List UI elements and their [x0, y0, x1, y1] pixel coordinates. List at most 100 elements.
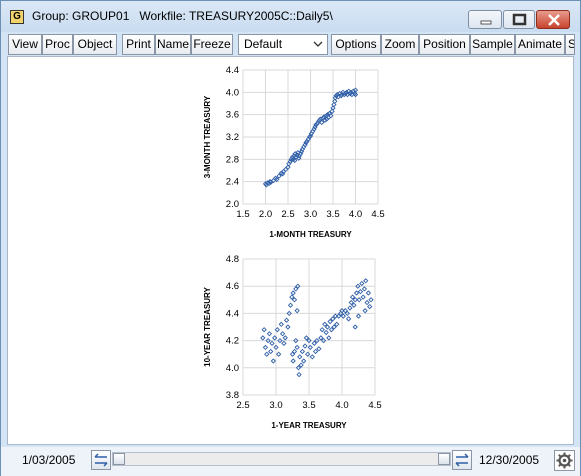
data-point: [368, 297, 374, 303]
data-point: [286, 310, 292, 317]
position-button[interactable]: Position: [419, 34, 470, 55]
y-tick-label: 3.2: [226, 132, 239, 143]
data-point: [320, 337, 327, 344]
animate-button[interactable]: Animate: [515, 34, 565, 55]
x-tick-label: 4.0: [349, 209, 362, 220]
y-tick-label: 3.6: [226, 110, 239, 121]
data-point: [307, 344, 313, 351]
data-point: [322, 321, 328, 327]
y-tick-label: 4.6: [226, 281, 239, 292]
data-point: [353, 290, 360, 296]
data-point: [301, 358, 307, 364]
data-point: [266, 331, 273, 337]
data-point: [324, 324, 331, 330]
data-point: [311, 340, 317, 346]
data-point: [316, 346, 322, 352]
data-point: [319, 327, 325, 333]
data-point: [276, 173, 282, 179]
data-point: [357, 289, 364, 295]
data-point: [352, 297, 358, 303]
close-button[interactable]: [536, 10, 570, 29]
data-point: [290, 358, 296, 364]
data-point: [331, 324, 337, 330]
data-point: [364, 299, 370, 306]
minimize-icon: [480, 20, 492, 25]
data-point: [314, 337, 320, 344]
close-icon: [548, 14, 560, 26]
data-point: [363, 278, 369, 284]
data-point: [322, 117, 328, 123]
data-point: [306, 134, 313, 140]
data-point: [330, 105, 336, 111]
y-tick-label: 4.0: [226, 363, 239, 374]
data-point: [302, 343, 308, 349]
options-button[interactable]: Options: [331, 34, 381, 55]
data-point: [289, 154, 296, 160]
data-point: [279, 331, 286, 337]
data-point: [319, 119, 325, 126]
y-tick-label: 4.4: [226, 308, 239, 319]
end-swap-button[interactable]: [452, 450, 472, 470]
data-point: [347, 305, 353, 311]
data-point: [296, 371, 302, 378]
maximize-button[interactable]: [503, 10, 535, 29]
data-point: [305, 351, 311, 357]
data-point: [292, 157, 298, 164]
data-point: [340, 313, 346, 319]
data-point: [348, 299, 354, 306]
x-tick-label: 2.5: [281, 209, 294, 220]
swap-arrows-icon: [455, 453, 469, 467]
print-button[interactable]: Print: [122, 34, 155, 55]
data-point: [290, 290, 296, 296]
view-button[interactable]: View: [8, 34, 42, 55]
x-axis-label: 1-MONTH TREASURY: [269, 230, 352, 239]
maximize-icon: [512, 13, 527, 26]
data-point: [306, 337, 312, 344]
sample-button[interactable]: Sample: [470, 34, 515, 55]
display-type-value: Default: [244, 37, 283, 51]
data-point: [287, 302, 294, 308]
data-point: [332, 98, 338, 104]
data-point: [328, 113, 334, 119]
sample-end-handle[interactable]: [438, 453, 450, 465]
y-tick-label: 4.0: [226, 87, 239, 98]
x-tick-label: 2.0: [259, 209, 272, 220]
display-type-select[interactable]: Default: [238, 34, 328, 55]
name-button[interactable]: Name: [155, 34, 191, 55]
data-point: [295, 149, 301, 156]
settings-button[interactable]: [554, 450, 575, 471]
start-swap-button[interactable]: [91, 450, 111, 470]
end-date: 12/30/2005: [479, 453, 540, 467]
data-point: [265, 337, 271, 344]
data-point: [272, 335, 278, 341]
data-point: [318, 335, 324, 341]
sample-slider-track[interactable]: [112, 452, 451, 466]
data-point: [303, 335, 309, 341]
overflow-button[interactable]: S: [565, 34, 575, 55]
y-tick-label: 4.4: [226, 65, 239, 76]
x-tick-label: 4.0: [335, 400, 348, 411]
data-point: [295, 283, 301, 289]
group-icon: G: [10, 10, 24, 24]
proc-button[interactable]: Proc: [42, 34, 73, 55]
data-point: [274, 176, 280, 183]
data-point: [297, 354, 303, 360]
data-point: [289, 351, 296, 357]
minimize-button[interactable]: [468, 10, 502, 29]
freeze-button[interactable]: Freeze: [191, 34, 233, 55]
data-point: [295, 365, 302, 371]
toolbar: View Proc Object Print Name Freeze Defau…: [8, 34, 581, 55]
object-button[interactable]: Object: [73, 34, 117, 55]
title-bar[interactable]: G Group: GROUP01 Workfile: TREASURY2005C…: [1, 1, 580, 32]
zoom-button[interactable]: Zoom: [381, 34, 419, 55]
sample-start-handle[interactable]: [113, 453, 125, 465]
data-point: [313, 122, 319, 128]
data-point: [361, 286, 368, 292]
start-date: 1/03/2005: [22, 453, 76, 467]
data-point: [294, 344, 300, 351]
data-point: [365, 290, 372, 296]
x-tick-label: 1.5: [236, 209, 249, 220]
data-point: [294, 308, 300, 314]
data-point: [360, 294, 366, 300]
